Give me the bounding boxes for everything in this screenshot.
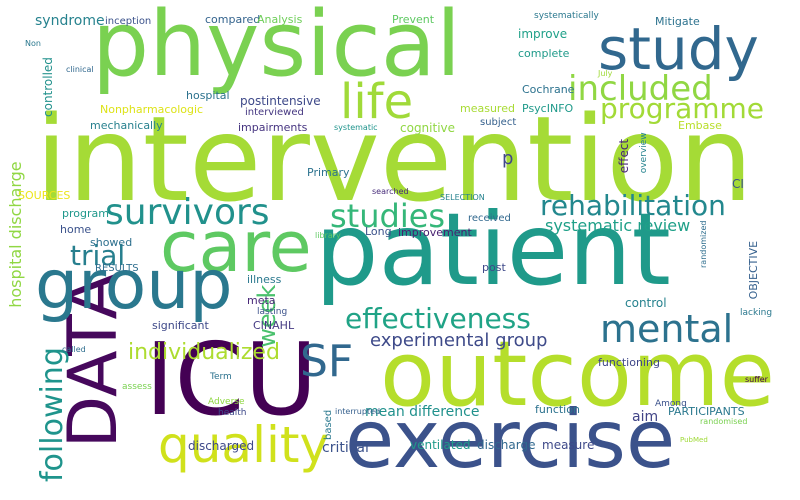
word-health: health (218, 408, 247, 418)
word-results: RESULTS (95, 263, 139, 274)
word-selection: SELECTION (440, 193, 485, 202)
word-included: included (568, 69, 713, 109)
word-effect: effect (617, 138, 631, 174)
word-psycinfo: PsycINFO (522, 102, 574, 115)
word-post: post (482, 261, 506, 274)
word-ventilated: ventilated (410, 438, 471, 452)
word-mechanically: mechanically (90, 119, 163, 132)
word-library: library (315, 231, 341, 240)
word-prevent: Prevent (392, 13, 435, 26)
word-study: study (598, 15, 759, 83)
word-overview: overview (639, 132, 649, 174)
word-group: group (35, 246, 233, 325)
word-lacking: lacking (740, 308, 773, 318)
word-sources: SOURCES (18, 189, 71, 202)
word-called: called (62, 345, 86, 354)
word-patient: patient (315, 191, 671, 308)
word-controlled: controlled (41, 57, 55, 117)
word-term: Term (210, 372, 232, 382)
word-improvement: improvement (398, 226, 472, 239)
word-participants: PARTICIPANTS (668, 405, 745, 418)
word-trial: trial (70, 239, 126, 272)
word-physical: physical (92, 0, 461, 97)
word-functioning: functioning (598, 356, 660, 369)
word-studies: studies (330, 197, 446, 235)
word-inception: inception (105, 16, 152, 27)
word-care: care (160, 206, 312, 288)
word-experimental-group: experimental group (370, 330, 548, 351)
word-outcome: outcome (380, 322, 775, 427)
word-received: received (468, 213, 511, 224)
word-effectiveness: effectiveness (345, 302, 531, 335)
word-improve: improve (518, 27, 568, 41)
word-mental: mental (600, 307, 734, 351)
word-embase: Embase (678, 119, 722, 132)
word-measure: measure (542, 438, 595, 452)
word-non: Non (25, 39, 41, 48)
word-searched: searched (372, 187, 409, 196)
word-p: p (502, 148, 514, 169)
word-among: Among (655, 399, 687, 409)
word-clinical: clinical (66, 65, 94, 74)
word-interviewed: interviewed (245, 107, 304, 118)
word-discharge: discharge (477, 438, 536, 452)
word-significant: significant (152, 319, 209, 332)
word-quality: quality (158, 416, 330, 474)
word-aim: aim (632, 409, 659, 425)
word-systematic-review: systematic review (545, 216, 691, 235)
word-mean-difference: mean difference (365, 404, 480, 420)
word-assess: assess (122, 382, 152, 392)
word-mitigate: Mitigate (655, 15, 700, 28)
word-exercise: exercise (345, 393, 676, 486)
word-complete: complete (518, 47, 570, 60)
word-intervention: intervention (35, 90, 754, 228)
word-survivors: survivors (105, 192, 270, 233)
word-objective: OBJECTIVE (747, 240, 760, 300)
word-meta: meta (247, 294, 276, 307)
word-impairments: impairments (238, 121, 308, 134)
word-programme: programme (600, 92, 765, 125)
word-icu: ICU (145, 321, 318, 438)
word-discharged: discharged (188, 439, 255, 453)
word-randomized: randomized (699, 220, 708, 268)
word-systematically: systematically (534, 11, 599, 21)
word-control: control (625, 296, 667, 310)
word-cochrane: Cochrane (522, 83, 575, 96)
word-individualized: individualized (128, 340, 280, 365)
word-measured: measured (460, 102, 515, 115)
word-cognitive: cognitive (400, 121, 456, 135)
word-randomised: randomised (700, 417, 748, 426)
word-lasting: lasting (257, 307, 288, 317)
word-july: July (598, 69, 613, 78)
word-life: life (340, 74, 414, 130)
word-ci: CI (732, 177, 744, 191)
word-suffer: suffer (745, 375, 768, 384)
word-following: following (35, 347, 70, 482)
word-cinahl: CINAHL (253, 319, 295, 332)
word-pubmed: PubMed (680, 436, 708, 444)
word-based: based (323, 409, 334, 440)
word-critical: critical (322, 440, 369, 456)
word-adverse: Adverse (208, 397, 245, 407)
word-primary: Primary (307, 166, 350, 179)
word-hospital: hospital (186, 89, 230, 102)
word-compared: compared (205, 13, 261, 26)
word-illness: illness (247, 273, 282, 286)
word-showed: showed (90, 236, 133, 249)
word-interrupted: interrupted (335, 407, 381, 416)
word-function: function (535, 403, 580, 416)
word-long: Long (365, 225, 392, 238)
word-analysis: Analysis (257, 13, 303, 26)
word-sf: SF (300, 336, 354, 387)
word-systematic: systematic (334, 123, 378, 132)
word-home: home (60, 223, 92, 236)
word-subject: subject (480, 117, 517, 128)
word-nonpharmacologic: Nonpharmacologic (100, 103, 204, 116)
word-postintensive: postintensive (240, 94, 321, 108)
word-syndrome: syndrome (35, 13, 105, 29)
word-program: program (62, 207, 109, 220)
word-rehabilitation: rehabilitation (540, 189, 726, 222)
word-hospital-discharge: hospital discharge (6, 161, 25, 308)
